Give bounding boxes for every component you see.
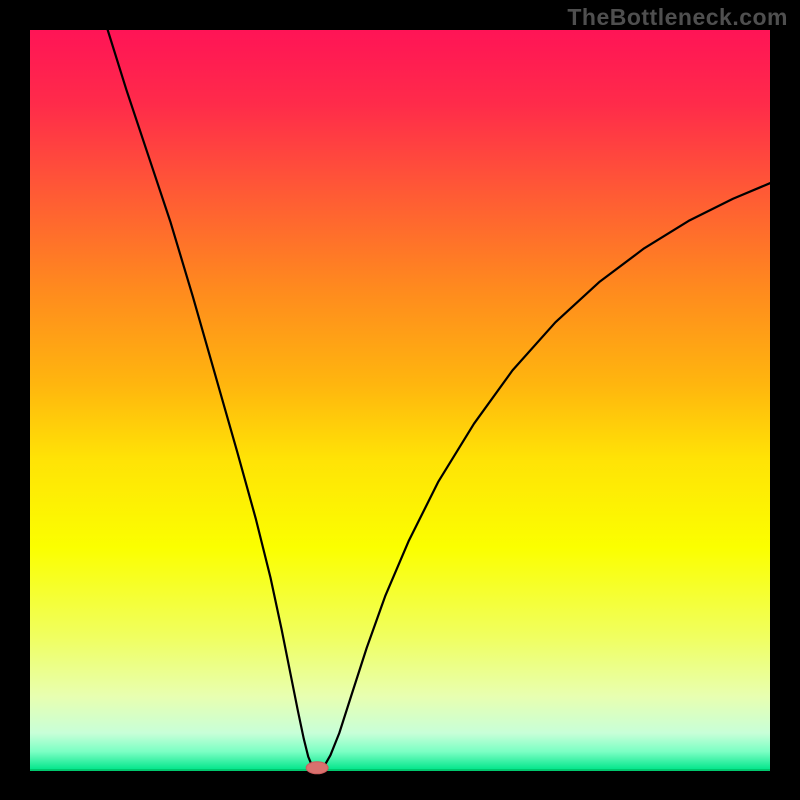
optimum-marker <box>306 762 328 774</box>
watermark-text: TheBottleneck.com <box>567 4 788 31</box>
gradient-plot-area <box>30 30 770 770</box>
chart-svg <box>0 0 800 800</box>
bottleneck-chart <box>0 0 800 800</box>
